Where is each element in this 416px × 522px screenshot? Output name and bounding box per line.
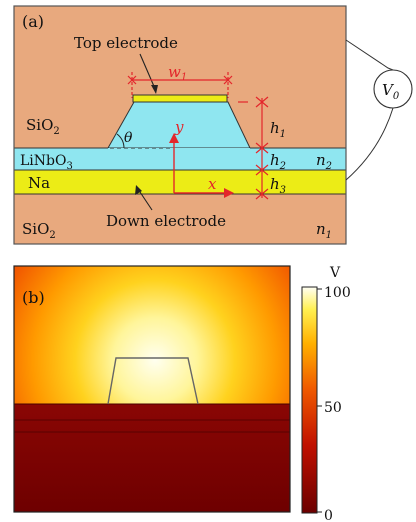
- waveguide-outline: [107, 357, 199, 405]
- colorbar: [301, 286, 318, 514]
- colorbar-tick-label-100: 100: [324, 285, 351, 301]
- down-electrode-label: Down electrode: [106, 212, 226, 230]
- potential-field-lower: [14, 404, 290, 512]
- linbo3-slab: [14, 148, 346, 170]
- panel-a: (a) Top electrode w1 SiO2 θ y x: [13, 5, 413, 245]
- colorbar-tick-label-50: 50: [324, 400, 342, 416]
- panel-a-border: [13, 5, 347, 245]
- panel-b-border: [13, 265, 291, 513]
- potential-field-upper: [14, 266, 290, 404]
- top-electrode-arrowhead: [151, 85, 158, 94]
- linbo3-label: LiNbO3: [20, 153, 73, 172]
- n2-label: n2: [316, 151, 332, 172]
- w1-dimension: [127, 72, 233, 98]
- sio2-top-label: SiO2: [26, 116, 60, 137]
- h3-label: h3: [270, 175, 286, 196]
- circuit-wire-bottom: [345, 107, 394, 181]
- panel-b: (b) V 100 50 0: [13, 265, 351, 522]
- panel-b-label: (b): [22, 288, 45, 307]
- down-electrode-arrowhead: [135, 185, 142, 195]
- down-electrode-arrow: [137, 188, 153, 211]
- height-dimensions: [238, 96, 269, 200]
- sio2-bottom-label: SiO2: [22, 220, 56, 241]
- voltage-source: [373, 69, 413, 109]
- x-axis-arrowhead: [224, 188, 234, 198]
- y-axis-label: y: [174, 118, 184, 136]
- circuit-wire-top: [345, 39, 394, 71]
- top-electrode-arrow: [139, 53, 157, 92]
- h1-label: h1: [270, 119, 286, 140]
- v0-label: V0: [382, 81, 400, 102]
- y-axis-arrowhead: [169, 133, 179, 143]
- na-label: Na: [28, 174, 50, 192]
- theta-arc: [116, 133, 125, 149]
- h2-label: h2: [270, 151, 286, 172]
- top-electrode-rect: [132, 94, 228, 103]
- na-electrode-layer: [13, 169, 347, 195]
- x-axis-label: x: [208, 175, 217, 193]
- w1-label: w1: [168, 63, 187, 83]
- colorbar-tick-label-0: 0: [324, 508, 333, 522]
- top-electrode-label: Top electrode: [74, 34, 178, 52]
- panel-a-label: (a): [22, 12, 44, 31]
- n1-label: n1: [316, 220, 332, 241]
- theta-label: θ: [124, 130, 133, 146]
- colorbar-unit: V: [329, 265, 341, 281]
